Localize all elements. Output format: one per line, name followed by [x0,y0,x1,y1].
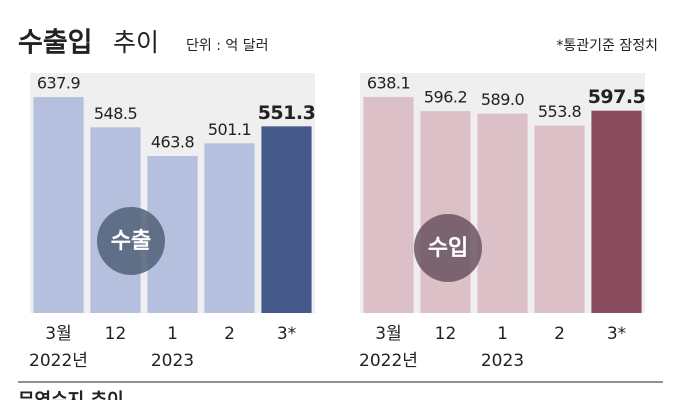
year-label: 2022년 [29,351,88,371]
value-label: 637.9 [37,74,81,93]
x-tick-label: 2 [224,324,235,344]
x-tick-label: 1 [167,324,178,344]
bar [363,96,414,313]
year-label: 2023 [151,351,194,371]
x-tick-label: 3월 [45,324,71,344]
bar [477,113,528,314]
title: 수출입 [18,28,93,59]
series-label: 수입 [428,236,468,261]
x-tick-label: 2 [554,324,565,344]
bar [204,143,255,313]
value-label: 596.2 [424,88,467,107]
value-label: 548.5 [94,104,137,123]
bar [591,110,642,313]
value-label: 597.5 [588,86,646,108]
value-label: 553.8 [538,102,582,121]
bar [33,97,84,313]
value-label: 638.1 [367,73,410,92]
x-tick-label: 12 [435,324,457,344]
title-sub: 추이 [113,28,159,57]
next-title: 무역수지 추이 [18,390,124,400]
year-label: 2022년 [359,351,418,371]
x-tick-label: 3월 [375,324,401,344]
bar [420,111,471,314]
label-circle [414,214,482,282]
bar [261,126,312,313]
x-tick-label: 3* [277,324,296,344]
unit: 단위 : 억 달러 [186,38,268,54]
value-label: 589.0 [481,90,525,109]
bar [534,125,585,313]
x-tick-label: 12 [105,324,127,344]
label-circle [97,207,165,275]
value-label: 501.1 [208,120,251,139]
x-tick-label: 1 [497,324,508,344]
value-label: 551.3 [258,102,316,124]
value-label: 463.8 [151,132,195,151]
year-label: 2023 [481,351,524,371]
note: *통관기준 잠정치 [556,38,658,54]
x-tick-label: 3* [607,324,626,344]
series-label: 수출 [111,229,151,254]
